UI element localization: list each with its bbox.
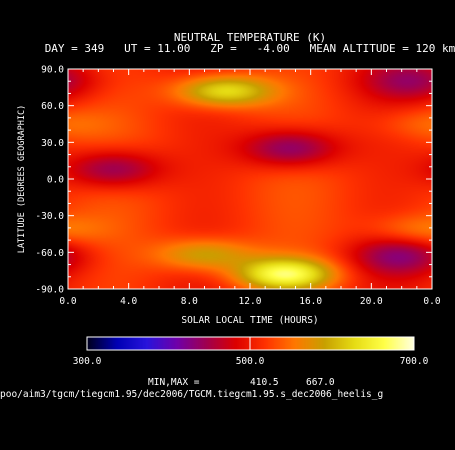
- colorbar-min-label: 300.0: [73, 356, 102, 367]
- x-tick-label: 0.0: [59, 296, 76, 307]
- colorbar-mid-label: 500.0: [236, 356, 265, 367]
- y-axis-label: LATITUDE (DEGREES GEOGRAPHIC): [17, 105, 27, 253]
- min-value: 410.5: [250, 377, 279, 388]
- x-axis-label: SOLAR LOCAL TIME (HOURS): [181, 315, 318, 326]
- source-file-path: poo/aim3/tgcm/tiegcm1.95/dec2006/TGCM.ti…: [0, 389, 383, 400]
- y-tick-label: -30.0: [35, 211, 64, 222]
- x-tick-labels: 0.0 4.0 8.0 12.0 16.0 20.0 0.0: [59, 296, 440, 307]
- axis-ticks: [67, 68, 433, 290]
- chart-subtitle: DAY = 349 UT = 11.00 ZP = -4.00 MEAN ALT…: [45, 42, 455, 55]
- x-tick-label: 20.0: [360, 296, 383, 307]
- x-tick-label: 0.0: [423, 296, 440, 307]
- x-tick-label: 16.0: [299, 296, 322, 307]
- y-tick-labels: 90.0 60.0 30.0 0.0 -30.0 -60.0 -90.0: [35, 65, 64, 296]
- heatmap-area: [68, 69, 432, 289]
- x-tick-label: 4.0: [120, 296, 137, 307]
- chart-title: NEUTRAL TEMPERATURE (K): [174, 31, 326, 44]
- max-value: 667.0: [306, 377, 335, 388]
- y-tick-label: 0.0: [47, 175, 64, 186]
- y-tick-label: -90.0: [35, 285, 64, 296]
- min-max-label: MIN,MAX =: [148, 377, 200, 388]
- y-tick-label: 60.0: [41, 101, 64, 112]
- y-tick-label: 30.0: [41, 138, 64, 149]
- colorbar-max-label: 700.0: [400, 356, 429, 367]
- y-tick-label: 90.0: [41, 65, 64, 76]
- x-tick-label: 8.0: [181, 296, 198, 307]
- x-tick-label: 12.0: [239, 296, 262, 307]
- y-tick-label: -60.0: [35, 248, 64, 259]
- heatmap-canvas: [68, 69, 432, 289]
